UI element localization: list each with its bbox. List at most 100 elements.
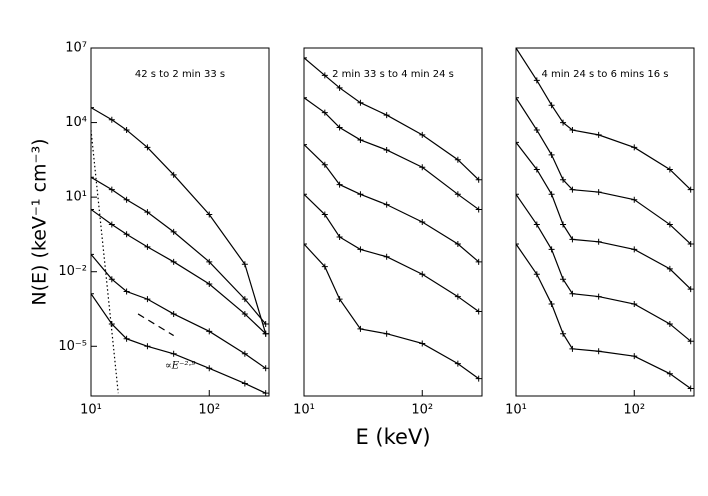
data-point: [666, 166, 673, 173]
data-point: [123, 288, 130, 295]
data-point: [123, 335, 130, 342]
data-point: [206, 328, 213, 335]
data-point: [144, 296, 151, 303]
data-point: [595, 238, 602, 245]
series-line: [516, 193, 692, 342]
data-point: [419, 131, 426, 138]
x-tick-label: 10¹: [80, 403, 102, 418]
data-point: [357, 136, 364, 143]
data-point: [91, 290, 94, 297]
x-tick-label: 10²: [623, 403, 645, 418]
data-point: [108, 221, 115, 228]
data-point: [419, 340, 426, 347]
data-point: [170, 228, 177, 235]
data-point: [123, 196, 130, 203]
data-point: [687, 241, 694, 248]
data-point: [241, 380, 248, 387]
data-point: [516, 139, 519, 146]
y-tick-label: 10⁴: [65, 115, 87, 130]
data-point: [595, 293, 602, 300]
data-point: [533, 271, 540, 278]
data-point: [569, 290, 576, 297]
data-point: [560, 119, 567, 126]
data-point: [262, 320, 269, 327]
data-point: [516, 241, 519, 248]
series-line: [304, 243, 480, 380]
data-point: [241, 310, 248, 317]
data-point: [631, 246, 638, 253]
data-point: [304, 191, 307, 198]
series-line: [91, 253, 267, 369]
x-tick-label: 10¹: [293, 403, 315, 418]
data-point: [108, 116, 115, 123]
data-point: [548, 301, 555, 308]
data-point: [666, 221, 673, 228]
axes-frame: [515, 47, 695, 397]
series-line: [516, 97, 692, 245]
data-point: [336, 84, 343, 91]
data-point: [560, 276, 567, 283]
y-tick-label: 10⁻⁵: [58, 339, 87, 354]
data-point: [304, 94, 307, 101]
data-point: [206, 258, 213, 265]
data-point: [454, 191, 461, 198]
series-line: [516, 141, 692, 290]
data-point: [321, 109, 328, 116]
data-point: [548, 151, 555, 158]
data-point: [687, 286, 694, 293]
data-point: [206, 365, 213, 372]
y-tick-label: 10¹: [65, 190, 87, 205]
data-point: [91, 104, 94, 111]
data-point: [533, 127, 540, 134]
series-line: [304, 144, 480, 263]
data-point: [144, 343, 151, 350]
data-point: [560, 176, 567, 183]
data-point: [383, 201, 390, 208]
data-point: [321, 72, 328, 79]
data-point: [144, 144, 151, 151]
data-point: [262, 365, 269, 372]
data-point: [569, 345, 576, 352]
series-line: [91, 176, 267, 325]
data-point: [91, 251, 94, 258]
data-point: [304, 54, 307, 61]
data-point: [170, 310, 177, 317]
data-point: [91, 174, 94, 181]
x-tick-label: 10²: [198, 403, 220, 418]
data-point: [666, 320, 673, 327]
x-axis-label: E (keV): [355, 425, 430, 449]
data-point: [475, 375, 482, 382]
data-point: [123, 231, 130, 238]
data-point: [475, 258, 482, 265]
data-point: [304, 241, 307, 248]
data-point: [516, 94, 519, 101]
data-point: [595, 131, 602, 138]
x-tick-label: 10²: [411, 403, 433, 418]
data-point: [336, 233, 343, 240]
data-point: [569, 127, 576, 134]
data-point: [631, 144, 638, 151]
data-point: [595, 348, 602, 355]
y-tick-label: 10⁷: [65, 41, 87, 56]
data-point: [548, 102, 555, 109]
data-point: [383, 330, 390, 337]
panel-title: 2 min 33 s to 4 min 24 s: [332, 69, 454, 80]
series-line: [304, 57, 480, 181]
series-line: [91, 208, 267, 335]
data-point: [144, 243, 151, 250]
data-point: [170, 258, 177, 265]
data-point: [357, 99, 364, 106]
data-point: [454, 293, 461, 300]
data-point: [687, 385, 694, 392]
panel-title: 4 min 24 s to 6 mins 16 s: [542, 69, 669, 80]
reference-line: [91, 129, 119, 394]
y-axis-label: N(E) (keV⁻¹ cm⁻³): [29, 138, 51, 305]
reference-line: [137, 313, 174, 337]
annotation: ∝E⁻²·⁹: [165, 361, 196, 372]
data-point: [357, 325, 364, 332]
series-line: [91, 107, 267, 334]
x-tick-label: 10¹: [505, 403, 527, 418]
data-point: [321, 161, 328, 168]
data-point: [687, 338, 694, 345]
